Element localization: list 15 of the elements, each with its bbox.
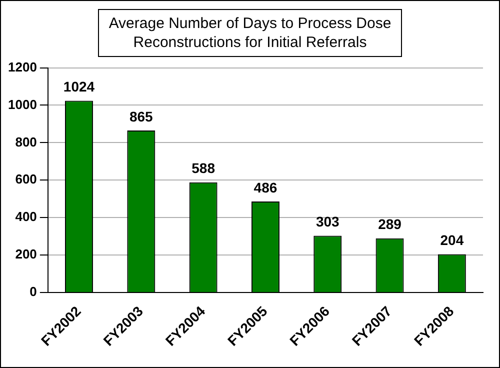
y-tick-label: 0 [30,284,37,300]
chart-title: Average Number of Days to Process Dose Reconstructions for Initial Referrals [98,9,402,57]
y-tick-label: 200 [15,246,37,262]
data-label: 486 [254,179,278,196]
data-label: 588 [192,160,216,176]
y-tick-label: 1000 [8,96,37,112]
y-tick-label: 600 [15,172,37,187]
data-label: 1024 [63,78,95,95]
y-tick-label: 1200 [8,59,37,74]
y-tick-label: 800 [15,134,37,150]
data-label: 865 [129,108,154,124]
y-tick-label: 400 [15,209,37,224]
data-label: 289 [378,216,402,232]
data-label: 303 [316,214,340,230]
data-label: 204 [440,232,464,248]
